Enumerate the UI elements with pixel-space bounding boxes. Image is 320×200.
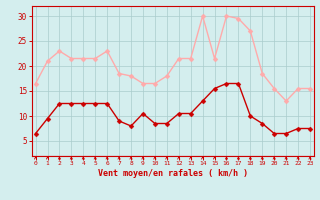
X-axis label: Vent moyen/en rafales ( km/h ): Vent moyen/en rafales ( km/h )	[98, 169, 248, 178]
